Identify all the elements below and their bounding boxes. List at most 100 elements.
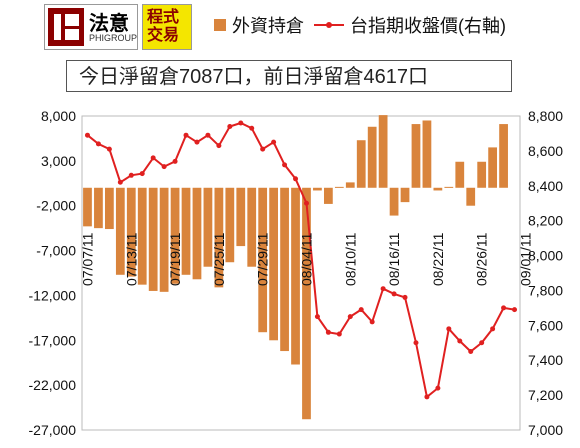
program-trading-logo: 程式交易 [142, 4, 192, 50]
bar-mark [444, 186, 454, 188]
price-point [402, 294, 408, 300]
price-point [490, 326, 496, 332]
bar-mark [356, 140, 366, 188]
legend-bar-swatch [214, 19, 226, 31]
bar-mark [137, 187, 147, 285]
bar-mark [115, 187, 125, 275]
y-right-tick-label: 8,000 [528, 248, 563, 264]
price-point [194, 139, 200, 145]
price-point [479, 340, 485, 346]
price-point [95, 141, 101, 147]
price-point [117, 179, 123, 185]
y-left-tick-label: -7,000 [36, 243, 76, 259]
y-left-tick-label: 3,000 [41, 153, 76, 169]
price-point [347, 314, 353, 320]
price-point [358, 307, 364, 313]
price-point [457, 338, 463, 344]
x-tick-label: 08/22/11 [430, 232, 446, 286]
bar-mark [225, 187, 235, 263]
y-right-tick-label: 8,400 [528, 178, 563, 194]
x-tick-label: 08/10/11 [342, 232, 358, 286]
y-right-tick-label: 7,400 [528, 352, 563, 368]
bar-mark [302, 187, 311, 420]
legend-item-line: 台指期收盤價(右軸) [314, 12, 506, 38]
logo1-name: 法意 [89, 13, 129, 35]
price-point [205, 132, 211, 138]
legend-line-label: 台指期收盤價(右軸) [350, 16, 506, 36]
price-point [435, 385, 441, 391]
price-point [424, 394, 430, 400]
price-point [183, 132, 189, 138]
bar-mark [323, 187, 333, 204]
price-point [336, 331, 342, 337]
logo1-sub: PHIGROUP [89, 33, 138, 43]
price-point [84, 132, 90, 138]
price-point [106, 146, 112, 152]
bar-mark [389, 187, 399, 216]
price-point [413, 340, 419, 346]
bar-mark [499, 124, 508, 188]
y-left-tick-label: -22,000 [29, 377, 77, 393]
bar-mark [455, 161, 465, 188]
price-point [227, 123, 233, 129]
price-point [128, 172, 134, 178]
bar-mark [411, 124, 421, 188]
plot-frame [81, 115, 521, 431]
bar-mark [159, 187, 169, 292]
y-left-tick-label: 8,000 [41, 108, 76, 124]
bar-mark [477, 161, 487, 188]
price-point [325, 329, 331, 335]
bar-mark [313, 187, 322, 191]
bar-mark [367, 126, 377, 188]
y-right-tick-label: 7,600 [528, 317, 563, 333]
price-point [369, 319, 375, 325]
y-right-tick-label: 7,000 [528, 422, 563, 438]
x-tick-label: 08/16/11 [386, 232, 402, 286]
price-point [303, 200, 309, 206]
price-point [249, 125, 255, 131]
price-point [468, 349, 474, 354]
bar-mark [148, 187, 158, 291]
price-point [446, 326, 452, 332]
price-line [86, 121, 515, 399]
legend-bar-label: 外資持倉 [232, 16, 304, 36]
bar-mark [291, 187, 300, 365]
price-point [150, 155, 156, 161]
x-tick-label: 07/25/11 [211, 232, 227, 286]
y-left-tick-label: -17,000 [29, 332, 77, 348]
bar-mark [422, 120, 432, 188]
price-point [380, 286, 386, 292]
bar-mark [83, 187, 92, 227]
bar-mark [104, 187, 114, 230]
y-left-tick-label: -27,000 [29, 422, 77, 438]
bar-mark [192, 187, 202, 280]
legend-line-swatch [314, 22, 344, 28]
x-tick-label: 08/26/11 [474, 232, 490, 286]
price-point [512, 307, 518, 313]
price-point [501, 305, 507, 311]
price-point [260, 146, 266, 152]
bar-mark [433, 187, 443, 191]
bar-mark [126, 187, 136, 277]
y-right-tick-label: 8,200 [528, 213, 563, 229]
price-point [172, 158, 178, 164]
y-left-tick-label: -12,000 [29, 287, 77, 303]
x-tick-label: 09/01/11 [517, 232, 533, 286]
legend-item-bar: 外資持倉 [214, 12, 304, 38]
price-point [271, 139, 277, 145]
bar-mark [203, 187, 213, 267]
bar-mark [170, 187, 180, 284]
bar-mark [378, 115, 388, 188]
chart-legend: 外資持倉 台指期收盤價(右軸) [214, 10, 506, 40]
bar-mark [269, 187, 279, 341]
y-right-tick-label: 7,800 [528, 282, 563, 298]
y-left-tick-label: -2,000 [36, 198, 76, 214]
position-annotation: 今日淨留倉7087口，前日淨留倉4617口 [66, 60, 512, 92]
y-right-tick-label: 8,800 [528, 108, 563, 124]
bar-mark [400, 187, 410, 203]
bar-mark [334, 186, 344, 188]
logo2-text: 程式交易 [147, 9, 180, 44]
bar-mark [466, 187, 476, 206]
bar-mark [236, 187, 246, 247]
